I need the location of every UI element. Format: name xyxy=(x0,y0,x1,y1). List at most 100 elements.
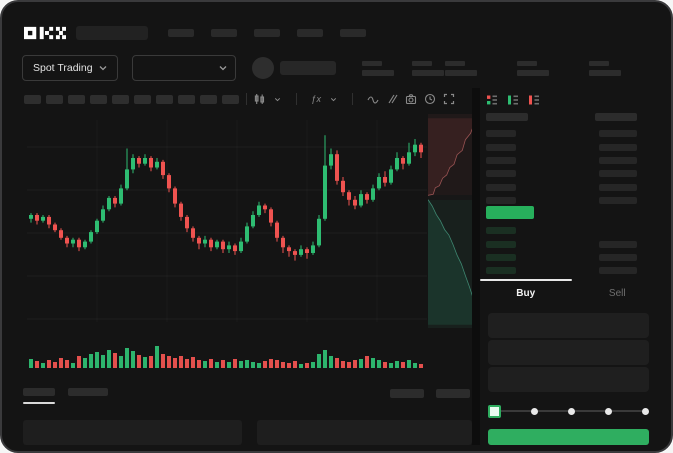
nav-item-placeholder[interactable] xyxy=(254,29,280,37)
ask-price-placeholder xyxy=(486,197,516,205)
timeframe-button-placeholder[interactable] xyxy=(46,94,63,104)
ask-price-placeholder xyxy=(486,156,516,164)
action-button-placeholder[interactable] xyxy=(390,389,424,398)
stat-label-placeholder xyxy=(411,60,432,66)
ask-row[interactable] xyxy=(480,167,663,180)
trade-tabs: Buy Sell xyxy=(480,279,663,305)
candlestick-chart[interactable] xyxy=(27,112,427,370)
ask-price-placeholder xyxy=(486,183,516,191)
tab-buy[interactable]: Buy xyxy=(516,287,536,299)
indicators-icon[interactable]: ƒx xyxy=(311,94,322,104)
ask-row[interactable] xyxy=(480,127,663,140)
stat-placeholder xyxy=(411,60,444,76)
search-placeholder[interactable] xyxy=(76,26,148,40)
chevron-down-icon[interactable] xyxy=(273,95,282,104)
slider-stop-1[interactable] xyxy=(531,407,538,415)
timeframe-button-placeholder[interactable] xyxy=(134,94,151,104)
compare-icon[interactable] xyxy=(386,93,398,105)
stat-placeholder xyxy=(445,60,477,76)
ticker-stats-left xyxy=(361,60,444,76)
price-column-header-placeholder xyxy=(486,113,528,121)
bottom-tabs xyxy=(23,388,108,404)
timeframe-button-placeholder[interactable] xyxy=(24,94,41,104)
order-book-column-headers xyxy=(480,113,663,121)
bottom-tab[interactable] xyxy=(68,388,108,404)
depth-chart xyxy=(428,114,480,328)
amount-column-header-placeholder xyxy=(595,113,637,121)
tab-sell[interactable]: Sell xyxy=(608,287,626,299)
timeframe-button-placeholder[interactable] xyxy=(90,94,107,104)
stat-value-placeholder xyxy=(445,69,477,76)
chart-toolbar: ƒx xyxy=(24,91,455,107)
market-type-label: Spot Trading xyxy=(33,62,93,74)
candle-style-icon[interactable] xyxy=(254,93,266,105)
trade-input-placeholder[interactable] xyxy=(488,340,649,365)
nav-item-placeholder[interactable] xyxy=(168,29,194,37)
action-button-placeholder[interactable] xyxy=(436,389,470,398)
trade-input-placeholder[interactable] xyxy=(488,313,649,338)
timeframe-button-placeholder[interactable] xyxy=(112,94,129,104)
orders-panel-placeholder xyxy=(257,420,472,445)
ticker-stats-right xyxy=(445,54,621,82)
pair-selector-dropdown[interactable] xyxy=(131,55,236,81)
nav-item-placeholder[interactable] xyxy=(340,29,366,37)
buy-submit-button[interactable] xyxy=(488,429,649,445)
toolbar-divider xyxy=(351,93,353,105)
camera-icon[interactable] xyxy=(405,93,417,105)
slider-stop-0[interactable] xyxy=(488,404,501,418)
bid-price-placeholder xyxy=(486,253,516,261)
okx-logo[interactable] xyxy=(22,26,68,40)
nav-item-placeholder[interactable] xyxy=(211,29,237,37)
book-mode-combined-icon[interactable] xyxy=(486,94,498,106)
nav-item-placeholder[interactable] xyxy=(297,29,323,37)
timeframe-button-placeholder[interactable] xyxy=(178,94,195,104)
chevron-down-icon xyxy=(219,66,227,71)
chevron-down-icon[interactable] xyxy=(329,95,338,104)
book-mode-bids-icon[interactable] xyxy=(507,94,519,106)
slider-stop-4[interactable] xyxy=(642,407,649,415)
fullscreen-icon[interactable] xyxy=(443,93,455,105)
order-book-panel: Buy Sell xyxy=(480,87,663,445)
bid-price-placeholder xyxy=(486,267,516,275)
ask-price-placeholder xyxy=(486,170,516,178)
slider-stop-2[interactable] xyxy=(568,407,575,415)
order-book-asks xyxy=(480,127,663,207)
ask-row[interactable] xyxy=(480,181,663,194)
ask-row[interactable] xyxy=(480,194,663,207)
stat-label-placeholder xyxy=(445,60,465,66)
market-type-selector[interactable]: Spot Trading xyxy=(22,55,118,81)
ask-amount-placeholder xyxy=(599,130,637,138)
ask-amount-placeholder xyxy=(599,143,637,151)
ask-row[interactable] xyxy=(480,154,663,167)
stat-value-placeholder xyxy=(411,69,444,76)
amount-percent-slider[interactable] xyxy=(488,403,649,419)
timeframe-button-placeholder[interactable] xyxy=(222,94,239,104)
ask-row[interactable] xyxy=(480,140,663,153)
trade-input-placeholder[interactable] xyxy=(488,367,649,392)
book-mode-asks-icon[interactable] xyxy=(528,94,540,106)
bid-row[interactable] xyxy=(480,251,663,264)
bid-row[interactable] xyxy=(480,237,663,250)
stat-placeholder xyxy=(361,60,394,76)
bid-row[interactable] xyxy=(480,264,663,277)
line-chart-icon[interactable] xyxy=(367,93,379,105)
chart-tool-icons: ƒx xyxy=(254,93,455,105)
bottom-tab-active[interactable] xyxy=(23,388,55,404)
timeframe-button-placeholder[interactable] xyxy=(156,94,173,104)
bid-amount-placeholder xyxy=(599,267,637,275)
timeframe-button-placeholder[interactable] xyxy=(200,94,217,104)
clock-icon[interactable] xyxy=(424,93,436,105)
bottom-actions xyxy=(390,389,470,398)
timeframe-button-placeholder[interactable] xyxy=(68,94,85,104)
stat-value-placeholder xyxy=(361,69,394,76)
tab-label-placeholder xyxy=(68,388,108,396)
order-book-bids xyxy=(480,224,663,278)
slider-stop-3[interactable] xyxy=(605,407,612,415)
bid-amount-placeholder xyxy=(599,253,637,261)
trade-form-inputs xyxy=(488,313,649,394)
last-price-bar[interactable] xyxy=(486,206,534,219)
stat-placeholder xyxy=(589,60,621,76)
bid-row[interactable] xyxy=(480,224,663,237)
bid-price-placeholder xyxy=(486,240,516,248)
active-tab-underline xyxy=(23,402,55,404)
